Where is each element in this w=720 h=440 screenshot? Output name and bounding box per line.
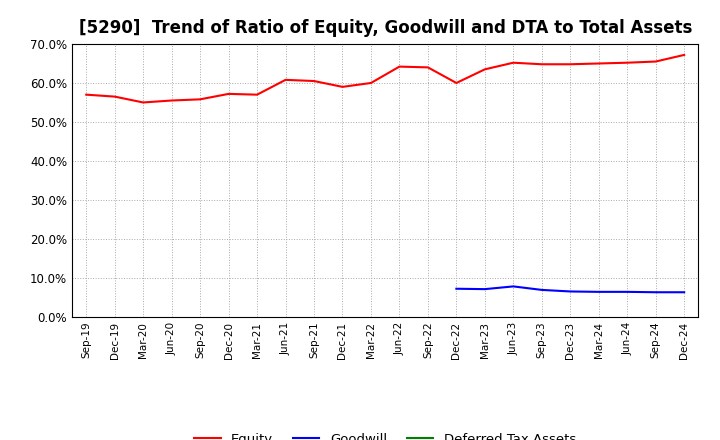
- Goodwill: [480, 286, 489, 292]
- Equity: [509, 60, 518, 66]
- Equity: [366, 81, 375, 86]
- Equity: [423, 65, 432, 70]
- Title: [5290]  Trend of Ratio of Equity, Goodwill and DTA to Total Assets: [5290] Trend of Ratio of Equity, Goodwil…: [78, 19, 692, 37]
- Legend: Equity, Goodwill, Deferred Tax Assets: Equity, Goodwill, Deferred Tax Assets: [189, 427, 582, 440]
- Equity: [652, 59, 660, 64]
- Goodwill: [537, 287, 546, 293]
- Equity: [566, 62, 575, 67]
- Equity: [282, 77, 290, 82]
- Goodwill: [680, 290, 688, 295]
- Goodwill: [652, 290, 660, 295]
- Equity: [623, 60, 631, 66]
- Equity: [480, 67, 489, 72]
- Equity: [196, 97, 204, 102]
- Equity: [82, 92, 91, 97]
- Goodwill: [452, 286, 461, 291]
- Line: Goodwill: Goodwill: [456, 286, 684, 292]
- Goodwill: [623, 289, 631, 294]
- Equity: [537, 62, 546, 67]
- Equity: [680, 52, 688, 58]
- Equity: [110, 94, 119, 99]
- Goodwill: [509, 284, 518, 289]
- Equity: [253, 92, 261, 97]
- Goodwill: [595, 289, 603, 294]
- Equity: [595, 61, 603, 66]
- Equity: [395, 64, 404, 69]
- Goodwill: [566, 289, 575, 294]
- Equity: [338, 84, 347, 89]
- Equity: [139, 100, 148, 105]
- Line: Equity: Equity: [86, 55, 684, 103]
- Equity: [310, 78, 318, 84]
- Equity: [225, 91, 233, 96]
- Equity: [167, 98, 176, 103]
- Equity: [452, 81, 461, 86]
